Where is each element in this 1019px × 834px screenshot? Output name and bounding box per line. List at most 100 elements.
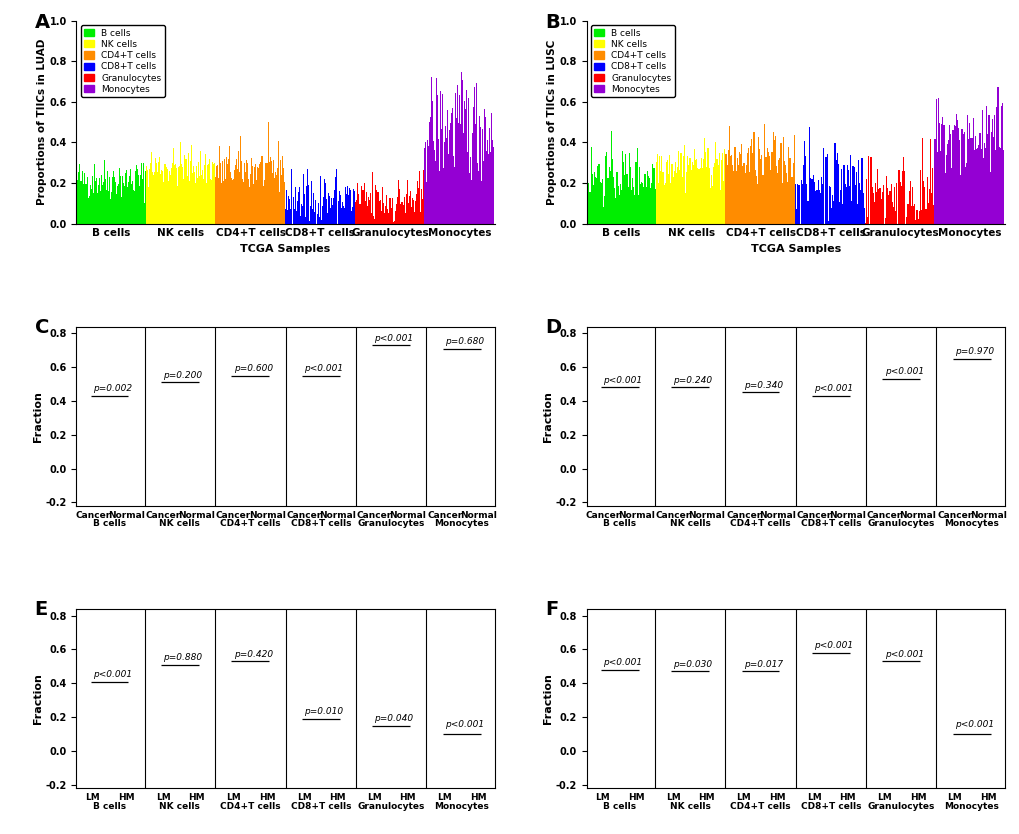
Bar xyxy=(588,183,589,224)
Bar xyxy=(721,153,722,224)
Bar xyxy=(881,185,883,224)
Bar xyxy=(685,193,686,224)
Bar xyxy=(892,207,893,224)
Bar xyxy=(916,210,917,224)
Bar xyxy=(628,153,630,224)
Bar xyxy=(954,126,955,224)
Bar xyxy=(862,193,863,224)
Bar xyxy=(752,153,753,224)
Bar xyxy=(616,186,618,224)
Bar xyxy=(603,197,604,224)
Y-axis label: Fraction: Fraction xyxy=(542,391,552,442)
Bar xyxy=(697,168,698,224)
Bar xyxy=(785,165,786,224)
Bar xyxy=(814,191,815,224)
Bar xyxy=(620,184,621,224)
Bar xyxy=(692,164,693,224)
Text: p=0.600: p=0.600 xyxy=(233,364,272,373)
Bar xyxy=(879,198,880,224)
Bar xyxy=(777,160,779,224)
Text: CD8+T cells: CD8+T cells xyxy=(290,520,351,529)
Bar xyxy=(945,154,946,224)
Bar xyxy=(979,149,980,224)
Bar xyxy=(599,183,600,224)
Bar xyxy=(934,99,935,224)
Bar xyxy=(637,195,638,224)
Bar xyxy=(606,178,608,224)
Text: p<0.001: p<0.001 xyxy=(444,720,484,729)
Bar xyxy=(608,167,609,224)
Bar xyxy=(819,193,820,224)
Bar xyxy=(950,134,951,224)
Text: B: B xyxy=(544,13,559,32)
Legend: B cells, NK cells, CD4+T cells, CD8+T cells, Granulocytes, Monocytes: B cells, NK cells, CD4+T cells, CD8+T ce… xyxy=(591,25,674,97)
Bar xyxy=(641,182,642,224)
Bar xyxy=(854,185,855,224)
Bar xyxy=(622,151,623,224)
Bar xyxy=(849,155,851,224)
Bar xyxy=(935,153,936,224)
Bar xyxy=(931,168,932,224)
Bar xyxy=(982,158,983,224)
Bar xyxy=(646,171,647,224)
Bar xyxy=(955,114,956,224)
Bar xyxy=(734,147,735,224)
Bar xyxy=(767,152,768,224)
Bar xyxy=(618,195,620,224)
Bar xyxy=(910,206,911,224)
Bar xyxy=(586,177,587,224)
Bar xyxy=(635,162,636,224)
Bar xyxy=(714,143,715,224)
Bar xyxy=(699,168,700,224)
Bar xyxy=(1002,150,1003,224)
Bar xyxy=(602,208,603,224)
Bar xyxy=(817,179,818,224)
Bar xyxy=(855,173,856,224)
Bar xyxy=(698,168,699,224)
Bar xyxy=(591,174,592,224)
Bar xyxy=(891,202,892,224)
Bar xyxy=(636,148,637,224)
Bar xyxy=(705,167,707,224)
Text: C: C xyxy=(35,318,49,337)
Bar xyxy=(974,136,975,224)
Bar xyxy=(736,158,737,224)
Text: p<0.001: p<0.001 xyxy=(374,334,413,343)
Bar xyxy=(797,184,798,224)
Bar xyxy=(852,167,853,224)
Text: B cells: B cells xyxy=(602,801,636,811)
Text: E: E xyxy=(35,600,48,619)
Bar xyxy=(754,169,755,224)
Bar xyxy=(968,123,969,224)
Bar xyxy=(793,135,794,224)
Bar xyxy=(845,187,846,224)
Bar xyxy=(801,183,802,224)
X-axis label: TCGA Samples: TCGA Samples xyxy=(240,244,330,254)
Bar xyxy=(748,172,749,224)
Text: CD8+T cells: CD8+T cells xyxy=(800,801,860,811)
Bar xyxy=(847,170,848,224)
Text: p<0.001: p<0.001 xyxy=(954,720,994,729)
Text: Monocytes: Monocytes xyxy=(434,801,488,811)
Bar xyxy=(962,133,963,224)
Bar xyxy=(986,134,987,224)
Bar xyxy=(829,187,830,224)
Bar xyxy=(930,193,931,224)
Bar xyxy=(605,152,606,224)
Bar xyxy=(653,168,654,224)
Bar xyxy=(656,153,657,224)
Bar xyxy=(938,123,940,224)
Bar xyxy=(851,201,852,224)
Text: Granulocytes: Granulocytes xyxy=(867,520,934,529)
Bar xyxy=(975,148,976,224)
Bar xyxy=(911,188,912,224)
Text: Monocytes: Monocytes xyxy=(944,520,999,529)
Bar xyxy=(833,202,834,224)
Bar xyxy=(590,147,591,224)
Bar xyxy=(970,138,972,224)
Bar xyxy=(884,219,886,224)
Y-axis label: Fraction: Fraction xyxy=(542,673,552,724)
Bar xyxy=(988,172,989,224)
Y-axis label: Fraction: Fraction xyxy=(33,391,43,442)
Bar xyxy=(718,153,719,224)
